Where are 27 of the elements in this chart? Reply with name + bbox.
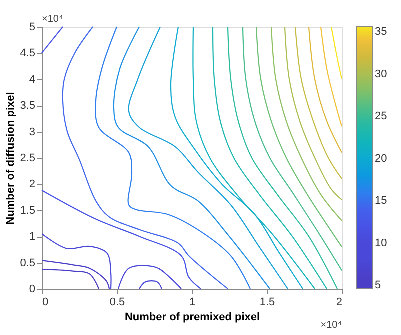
y-tick-label: 1.5 bbox=[20, 204, 36, 217]
y-tick-label: 3.5 bbox=[20, 100, 36, 112]
color-bar-label: 30 bbox=[375, 68, 388, 80]
x-tick-label: 0 bbox=[42, 296, 49, 308]
y-tick-label: 1 bbox=[29, 231, 36, 244]
x-tick-label: 1 bbox=[189, 296, 196, 308]
y-tick-label: 4 bbox=[29, 74, 36, 86]
color-bar-label: 25 bbox=[375, 110, 388, 123]
y-tick-label: 4.5 bbox=[20, 48, 36, 60]
y-tick-label: 2.5 bbox=[20, 152, 36, 164]
y-tick-label: 2 bbox=[29, 178, 36, 191]
x-tick-label: 2 bbox=[336, 296, 342, 308]
text: ×10⁴ bbox=[320, 320, 342, 331]
color-bar-label: 5 bbox=[375, 280, 382, 292]
y-tick-label: 5 bbox=[29, 22, 36, 34]
text: ×10⁴ bbox=[42, 14, 64, 25]
color-bar-label: 15 bbox=[375, 195, 388, 208]
y-tick-label: 0.5 bbox=[20, 257, 36, 270]
y-axis-title: Number of diffusion pixel bbox=[5, 92, 18, 225]
color-bar-label: 35 bbox=[375, 26, 388, 38]
x-axis-title: Number of premixed pixel bbox=[124, 312, 260, 324]
x-tick-label: 1.5 bbox=[260, 296, 276, 308]
x-tick-label: 0.5 bbox=[110, 296, 126, 308]
color-bar-label: 10 bbox=[375, 237, 388, 250]
color-bar-label: 20 bbox=[375, 152, 388, 165]
y-tick-label: 0 bbox=[29, 284, 36, 296]
y-tick-label: 3 bbox=[29, 126, 36, 138]
